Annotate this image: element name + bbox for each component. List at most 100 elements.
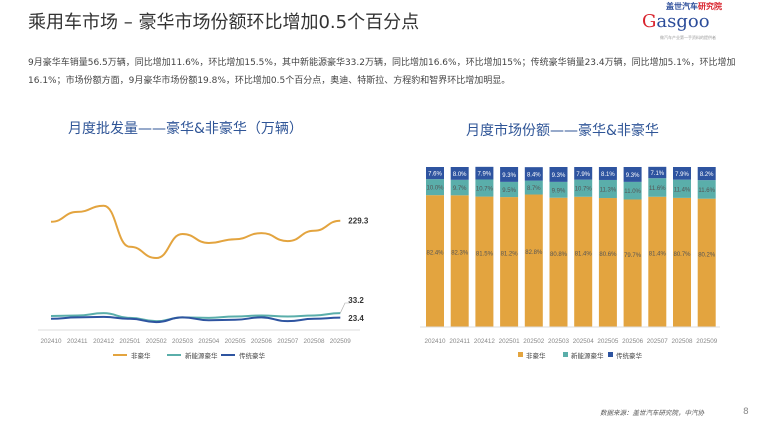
bar-data-label: 11.0% xyxy=(624,189,641,195)
bar-segment xyxy=(549,167,568,182)
x-tick-label: 202508 xyxy=(671,338,693,345)
line-series-2 xyxy=(50,315,341,324)
bar-segment xyxy=(574,167,593,180)
logo-en: asgoo xyxy=(656,11,710,32)
x-tick-label: 202509 xyxy=(330,338,352,345)
bar-data-label: 81.4% xyxy=(575,251,593,257)
x-tick-label: 202503 xyxy=(548,338,570,345)
bar-segment xyxy=(598,167,617,180)
x-tick-label: 202507 xyxy=(647,338,669,345)
x-tick-label: 202509 xyxy=(696,338,718,345)
legend-label: 非豪华 xyxy=(131,351,151,360)
x-tick-label: 202506 xyxy=(251,338,273,345)
bar-segment xyxy=(426,195,444,327)
legend-swatch xyxy=(608,352,613,357)
legend-label: 传统豪华 xyxy=(239,351,266,360)
x-tick-label: 202411 xyxy=(449,338,470,345)
x-tick-label: 202501 xyxy=(119,338,141,345)
page-number: 8 xyxy=(743,407,749,417)
bar-data-label: 9.7% xyxy=(453,186,467,192)
x-tick-label: 202504 xyxy=(198,338,220,345)
bar-data-label: 7.9% xyxy=(675,172,689,178)
logo-cn-red: 研究院 xyxy=(698,2,722,11)
bar-data-label: 9.3% xyxy=(552,173,566,179)
bar-segment xyxy=(648,166,667,179)
x-tick-label: 202502 xyxy=(523,338,545,345)
legend-swatch xyxy=(518,352,523,357)
x-tick-label: 202505 xyxy=(597,338,619,345)
bar-chart-title: 月度市场份额——豪华&非豪华 xyxy=(466,123,659,139)
x-tick-label: 202508 xyxy=(303,338,325,345)
bar-data-label: 11.4% xyxy=(674,187,691,193)
bar-segment xyxy=(450,179,469,196)
legend-label: 新能源豪华 xyxy=(571,351,604,360)
x-tick-label: 202411 xyxy=(67,338,88,345)
x-tick-label: 202412 xyxy=(474,338,496,345)
bar-segment xyxy=(524,180,543,195)
bar-segment xyxy=(500,181,519,198)
bar-data-label: 7.1% xyxy=(650,171,664,177)
legend-swatch xyxy=(563,352,568,357)
bar-data-label: 8.4% xyxy=(527,172,541,178)
bar-segment xyxy=(549,181,568,198)
bar-data-label: 10.0% xyxy=(426,186,444,192)
bar-segment xyxy=(623,167,642,182)
bar-segment xyxy=(673,197,691,327)
bar-segment xyxy=(426,179,444,196)
line-series-0 xyxy=(50,204,341,260)
bar-segment xyxy=(450,167,469,180)
bar-data-label: 8.7% xyxy=(527,186,541,192)
x-tick-label: 202504 xyxy=(573,338,595,345)
x-tick-label: 202501 xyxy=(499,338,521,345)
logo-tagline: 做汽车产业第一手资料的提供者 xyxy=(660,35,716,40)
bar-segment xyxy=(574,179,593,197)
bar-segment xyxy=(549,197,568,327)
bar-data-label: 9.5% xyxy=(502,188,516,194)
bar-segment xyxy=(673,167,691,180)
line-series-1 xyxy=(50,312,341,323)
bar-segment xyxy=(623,181,642,200)
legend-label: 非豪华 xyxy=(526,351,546,360)
x-tick-label: 202507 xyxy=(277,338,299,345)
bar-data-label: 10.7% xyxy=(476,187,494,193)
bar-data-label: 80.6% xyxy=(599,252,617,258)
bar-data-label: 8.2% xyxy=(700,172,714,178)
bar-segment xyxy=(500,197,519,327)
bar-data-label: 82.3% xyxy=(451,251,469,257)
bar-data-label: 9.9% xyxy=(552,188,566,194)
bar-data-label: 11.3% xyxy=(600,188,617,194)
x-tick-label: 202410 xyxy=(424,338,446,345)
bar-data-label: 8.0% xyxy=(453,172,467,178)
page-title: 乘用车市场 – 豪华市场份额环比增加0.5个百分点 xyxy=(28,12,420,33)
bar-data-label: 82.8% xyxy=(525,250,543,256)
x-tick-label: 202503 xyxy=(172,338,194,345)
bar-data-label: 9.3% xyxy=(502,173,516,179)
bar-segment xyxy=(574,196,593,327)
bar-segment xyxy=(598,198,617,327)
end-label: 33.2 xyxy=(348,296,364,305)
bar-segment xyxy=(673,179,691,198)
end-label: 23.4 xyxy=(348,314,364,323)
bar-segment xyxy=(648,178,667,197)
line-chart-title: 月度批发量——豪华&非豪华（万辆） xyxy=(68,121,303,137)
bar-data-label: 11.6% xyxy=(649,186,666,192)
bar-data-label: 81.5% xyxy=(476,251,494,257)
bar-segment xyxy=(648,196,667,327)
bar-segment xyxy=(524,167,543,181)
summary-paragraph: 9月豪华车销量56.5万辆，同比增加11.6%，环比增加15.5%，其中新能源豪… xyxy=(28,58,736,86)
bar-segment xyxy=(500,167,519,182)
bar-segment xyxy=(475,166,494,180)
bar-segment xyxy=(475,196,494,327)
bar-segment xyxy=(623,199,642,327)
bar-data-label: 80.7% xyxy=(673,252,691,258)
data-source: 数据来源：盖世汽车研究院，中汽协 xyxy=(600,409,704,417)
bar-data-label: 11.6% xyxy=(698,188,715,194)
logo-cn: 盖世汽车 xyxy=(666,2,698,11)
x-tick-label: 202502 xyxy=(146,338,168,345)
logo-g: G xyxy=(642,11,657,32)
bar-segment xyxy=(524,194,543,327)
x-tick-label: 202505 xyxy=(225,338,247,345)
bar-data-label: 80.8% xyxy=(550,252,568,258)
